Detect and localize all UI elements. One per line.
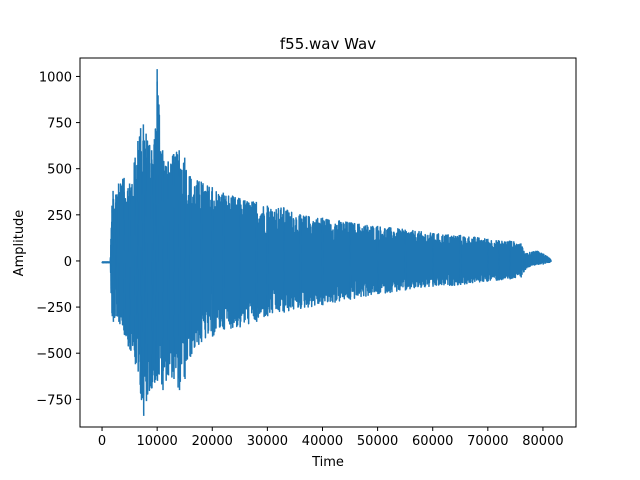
waveform-line (101, 81, 552, 401)
y-tick-label: −750 (36, 393, 72, 408)
y-axis-label: Amplitude (12, 210, 27, 277)
y-tick-label: 0 (64, 255, 72, 270)
plot-frame (79, 57, 577, 428)
x-tick-label: 50000 (357, 434, 398, 449)
y-tick-label: 1000 (39, 70, 72, 85)
x-tick-label: 70000 (467, 434, 508, 449)
x-tick-label: 10000 (136, 434, 177, 449)
x-tick-label: 60000 (412, 434, 453, 449)
plot-area (101, 69, 552, 416)
y-tick-label: 750 (47, 117, 72, 132)
x-tick-label: 0 (98, 434, 106, 449)
x-tick-label: 30000 (247, 434, 288, 449)
x-axis-label: Time (311, 455, 344, 470)
x-tick-label: 40000 (302, 434, 343, 449)
chart-title: f55.wav Wav (280, 35, 376, 53)
x-tick-label: 20000 (192, 434, 233, 449)
y-tick-label: −500 (36, 347, 72, 362)
x-axis: 0 10000 20000 30000 40000 50000 60000 70000 8000… (98, 427, 564, 449)
x-tick-label: 80000 (522, 434, 563, 449)
y-tick-label: −250 (36, 301, 72, 316)
y-tick-label: 500 (47, 163, 72, 178)
y-axis: −750 −500 −250 0 250 500 750 1000 (36, 70, 80, 408)
y-tick-label: 250 (47, 209, 72, 224)
waveform-peaks (109, 69, 550, 416)
